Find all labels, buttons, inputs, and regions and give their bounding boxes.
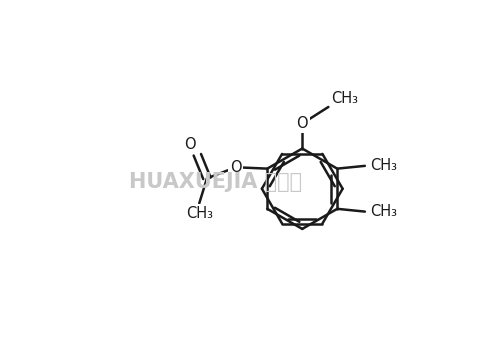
Text: HUAXUEJIA 化学加: HUAXUEJIA 化学加 [129,172,303,192]
Text: CH₃: CH₃ [370,204,397,219]
Text: O: O [184,137,195,152]
Text: CH₃: CH₃ [331,91,359,105]
Text: CH₃: CH₃ [370,158,397,174]
Text: O: O [230,160,242,175]
Text: O: O [297,116,308,131]
Text: CH₃: CH₃ [186,206,213,221]
